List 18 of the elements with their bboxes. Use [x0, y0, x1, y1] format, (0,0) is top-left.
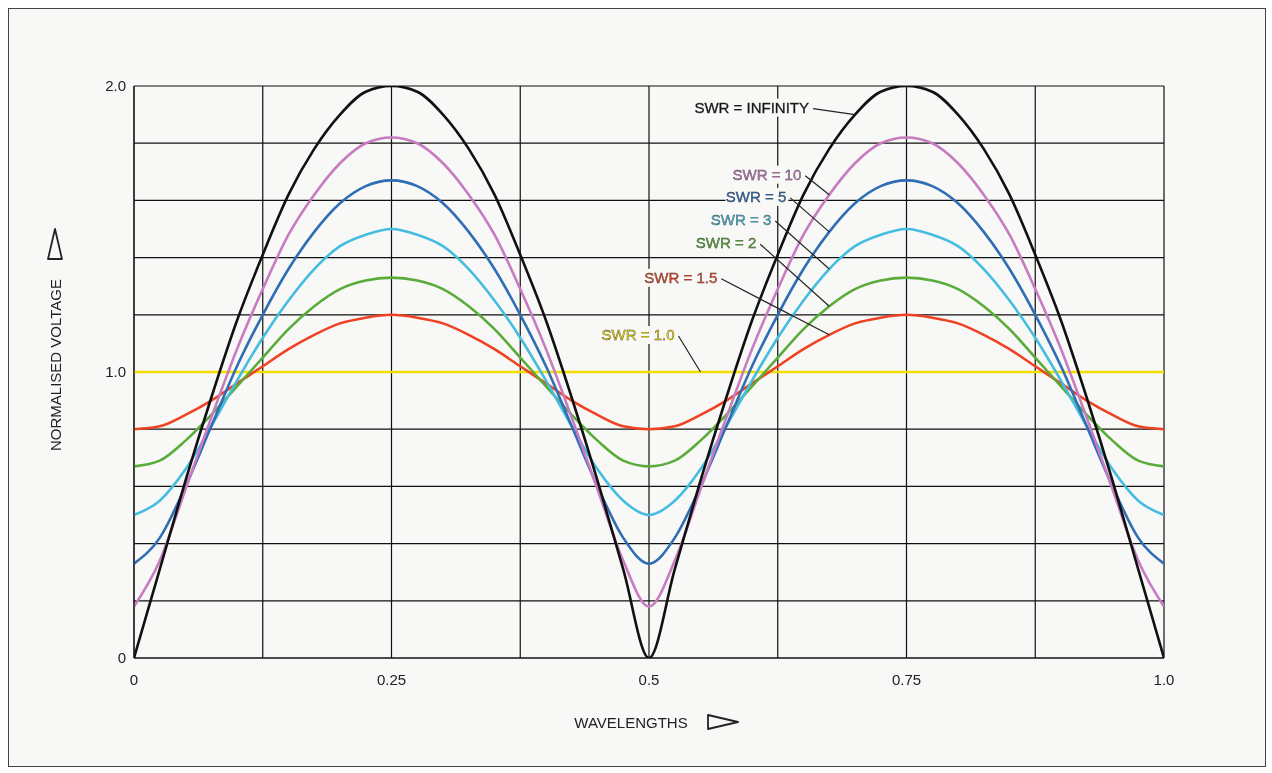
- series-label: SWR = 1.0: [601, 326, 675, 343]
- y-tick-label: 1.0: [105, 363, 126, 381]
- x-tick-label: 1.0: [1153, 670, 1175, 688]
- x-tick-label: 0.5: [638, 670, 660, 688]
- text: SWR = 5: [725, 187, 787, 205]
- text: SWR = INFINITY: [694, 98, 809, 116]
- y-tick-label: 0: [117, 649, 126, 667]
- x-tick-label: 0: [129, 670, 139, 688]
- y-axis-title: NORMALISED VOLTAGE: [46, 279, 64, 451]
- line-series: [134, 136, 1164, 608]
- y-tick-label: 2.0: [105, 77, 126, 95]
- text: SWR = 3: [710, 211, 772, 229]
- x-tick-label: 0.75: [891, 670, 922, 688]
- text: SWR = 2: [695, 234, 757, 252]
- text: SWR = 1.5: [644, 268, 718, 286]
- series-label: SWR = 10: [732, 165, 802, 183]
- x-axis-title: WAVELENGTHS: [574, 713, 688, 731]
- x-tick-label: 0.25: [376, 670, 407, 688]
